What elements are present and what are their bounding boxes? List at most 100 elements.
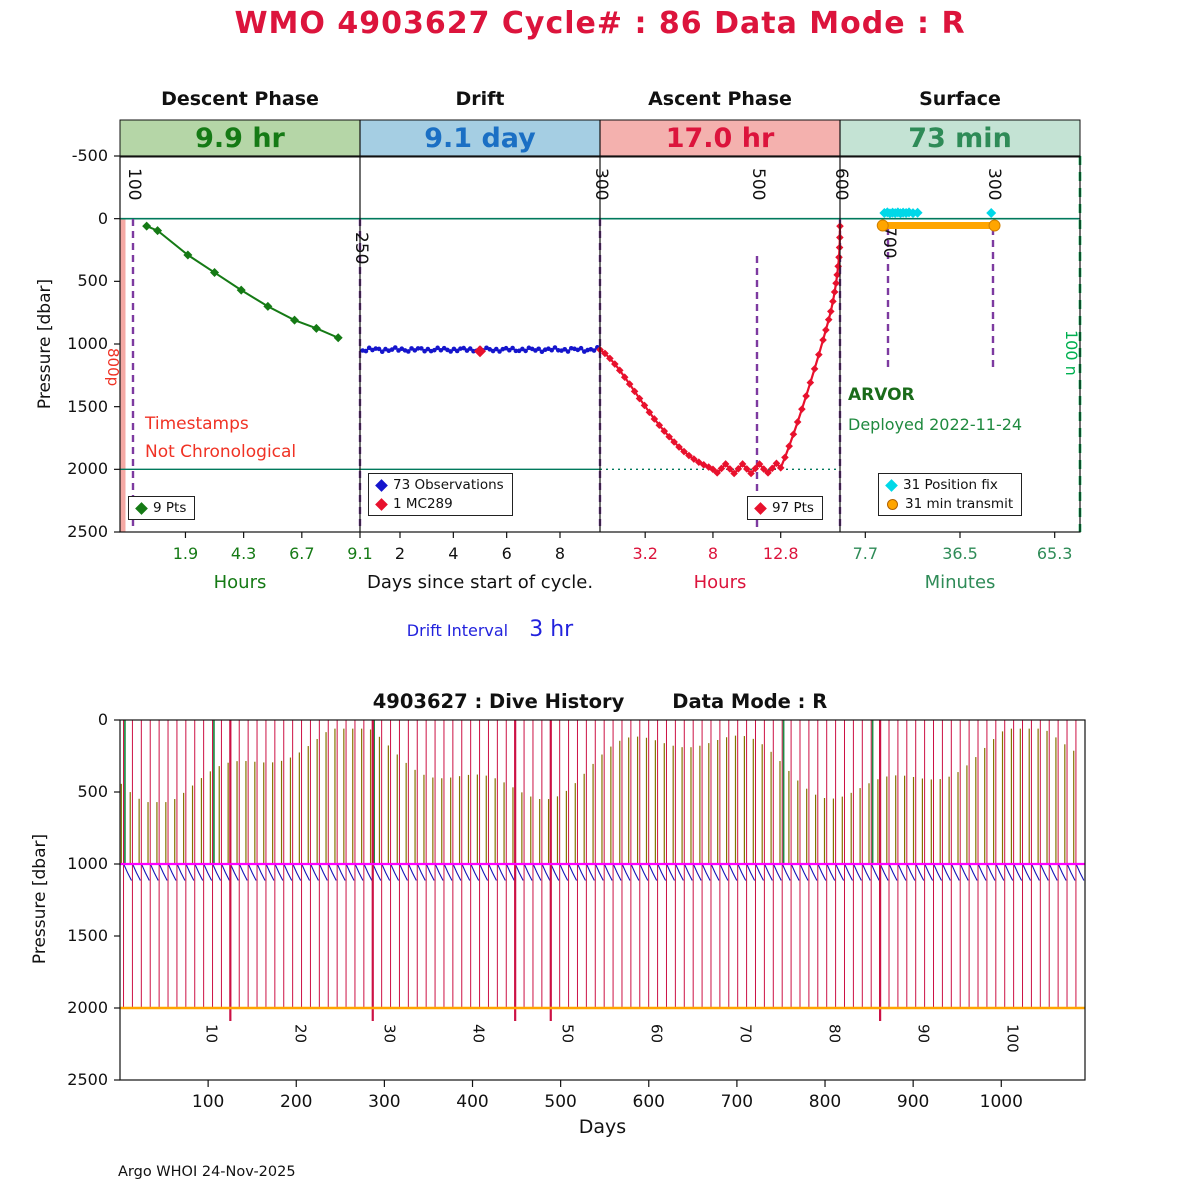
float-model-label: ARVOR xyxy=(848,385,915,405)
legend-row: 31 min transmit xyxy=(887,496,1013,512)
top-x-tick-label: 3.2 xyxy=(632,544,658,563)
drift-observation-marker xyxy=(480,348,486,353)
top-x-tick-label: 4.3 xyxy=(230,544,257,563)
drift-observation-marker xyxy=(578,345,584,351)
ascent-point-marker xyxy=(635,394,644,403)
dive-drift-tail xyxy=(390,864,400,881)
ascent-curve xyxy=(599,226,842,476)
surface-axis-caption: Minutes xyxy=(924,572,996,593)
ascent-point-marker xyxy=(822,326,830,334)
drift-observation-marker xyxy=(405,349,411,354)
dive-drift-tail xyxy=(862,864,871,881)
drift-observation-marker xyxy=(399,346,405,352)
dive-drift-tail xyxy=(337,864,346,881)
drift-observation-marker xyxy=(477,346,483,351)
legend-label: 31 min transmit xyxy=(905,496,1014,512)
dive-drift-tail xyxy=(346,864,355,881)
dive-drift-tail xyxy=(666,864,675,881)
drift-observation-marker xyxy=(552,345,558,350)
ascent-point-marker xyxy=(730,469,738,478)
ascent-point-marker xyxy=(713,469,721,477)
bottom-x-tick-label: 700 xyxy=(720,1092,754,1112)
dive-drift-tail xyxy=(257,864,266,881)
drift-observation-marker xyxy=(422,348,427,354)
legend-label: 97 Pts xyxy=(772,500,814,516)
dive-drift-tail xyxy=(995,864,1005,881)
dive-drift-tail xyxy=(710,864,720,881)
legend-row: 1 MC289 xyxy=(375,496,504,512)
drift-observation-marker xyxy=(510,345,515,351)
drift-observation-marker xyxy=(438,347,444,353)
dive-drift-tail xyxy=(506,864,515,881)
dive-drift-tail xyxy=(986,864,996,881)
drift-observation-marker xyxy=(454,348,460,354)
drift-observation-marker xyxy=(402,348,408,353)
bottom-x-axis-label: Days xyxy=(578,1116,627,1138)
drift-observation-marker xyxy=(588,346,594,352)
cycle-number-label: 100 xyxy=(1004,1024,1022,1053)
legend-label: 1 MC289 xyxy=(393,496,453,512)
cycle-number-label: 50 xyxy=(559,1024,577,1043)
dive-drift-tail xyxy=(737,864,747,881)
mc-marker-label: 600 xyxy=(831,168,851,200)
dive-drift-tail xyxy=(435,864,444,881)
drift-observation-marker xyxy=(585,347,590,353)
dive-drift-tail xyxy=(417,864,426,881)
drift-axis-caption: Days since start of cycle. xyxy=(366,572,594,593)
dive-drift-tail xyxy=(292,864,302,881)
drift-observation-marker xyxy=(559,348,564,353)
ascent-point-marker xyxy=(836,222,844,230)
dive-drift-tail xyxy=(906,864,916,881)
surface-duration: 73 min xyxy=(908,123,1012,154)
drift-observation-marker xyxy=(425,346,431,352)
drift-observation-marker xyxy=(461,345,467,351)
dive-history-title-left: 4903627 : Dive History xyxy=(372,690,625,713)
drift-observation-marker xyxy=(536,346,541,352)
top-x-tick-label: 7.7 xyxy=(852,544,879,563)
deployed-date-label: Deployed 2022-11-24 xyxy=(848,415,1023,434)
dive-drift-tail xyxy=(221,864,230,881)
dive-drift-tail xyxy=(203,864,213,881)
drift-observation-marker xyxy=(409,346,414,351)
dive-drift-tail xyxy=(826,864,836,881)
dive-drift-tail xyxy=(399,864,408,881)
dive-drift-tail xyxy=(702,864,711,881)
ascent-point-marker xyxy=(704,463,713,471)
drift-observation-marker xyxy=(529,346,535,352)
bottom-y-tick-label: 2000 xyxy=(67,998,108,1017)
legend-label: 9 Pts xyxy=(153,500,187,516)
dive-drift-tail xyxy=(604,864,613,881)
ascent-point-marker xyxy=(785,442,793,450)
drift-observation-marker xyxy=(575,347,581,353)
ascent-point-marker xyxy=(611,360,619,368)
ascent-point-marker xyxy=(655,421,664,430)
ascent-point-marker xyxy=(726,465,734,473)
top-y-tick-label: -500 xyxy=(71,146,108,165)
bottom-plot-border xyxy=(119,719,1086,1081)
min-transmit-marker-icon xyxy=(887,498,898,510)
position-fix-marker xyxy=(884,208,895,219)
drift-observation-marker xyxy=(490,348,496,354)
phase-header-ascent: Ascent Phase xyxy=(648,88,792,110)
dive-drift-tail xyxy=(684,864,693,881)
descent-point-marker xyxy=(333,333,343,343)
drift-observation-marker xyxy=(484,345,489,351)
drift-observation-marker xyxy=(539,349,545,355)
ascent-point-marker xyxy=(759,465,768,473)
drift-observation-marker xyxy=(523,348,528,354)
drift-observation-marker xyxy=(415,346,421,351)
timestamps-warning-line1: Timestamps xyxy=(145,414,249,434)
legend-label: 31 Position fix xyxy=(903,477,998,493)
dive-drift-tail xyxy=(470,864,480,881)
cycle-number-label: 30 xyxy=(381,1024,399,1043)
dive-drift-tail xyxy=(1022,864,1032,881)
ascent-point-marker xyxy=(625,380,634,388)
mc-marker-label: 700 xyxy=(879,226,899,258)
drift-observation-marker xyxy=(581,349,587,354)
dive-drift-tail xyxy=(168,864,177,881)
dive-drift-tail xyxy=(746,864,756,881)
ascent-point-marker xyxy=(738,460,747,468)
ascent-point-marker xyxy=(680,447,688,456)
dive-drift-tail xyxy=(1013,864,1023,881)
drift-observation-marker xyxy=(526,345,532,351)
